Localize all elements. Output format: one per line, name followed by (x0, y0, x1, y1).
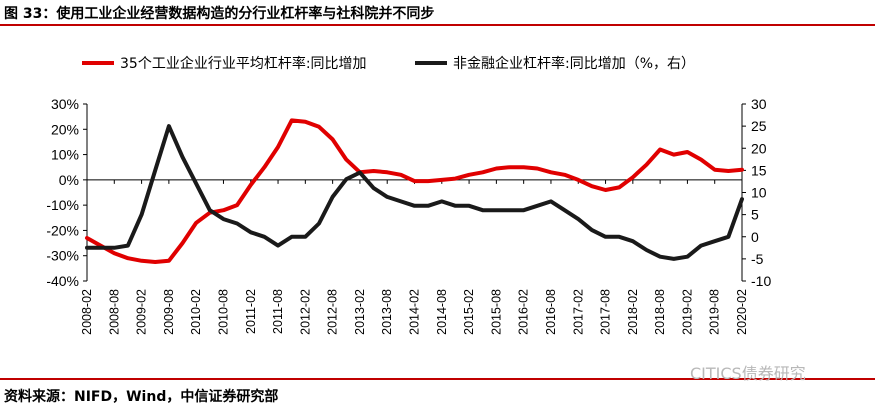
right-tick-label: 30 (751, 96, 767, 112)
x-tick-label: 2008-02 (80, 289, 94, 335)
source-note: 资料来源：NIFD，Wind，中信证券研究部 (4, 389, 279, 405)
x-tick-label: 2015-08 (489, 289, 503, 335)
right-tick-label: 10 (751, 185, 767, 201)
x-tick-label: 2018-02 (626, 289, 640, 335)
right-y-axis: 30 25 20 15 10 5 0 -5 -10 (741, 96, 771, 289)
x-tick-label: 2011-08 (271, 289, 285, 334)
x-tick-label: 2019-02 (680, 289, 694, 335)
x-tick-label: 2019-08 (708, 289, 722, 335)
x-tick-label: 2008-08 (107, 289, 121, 335)
x-tick-label: 2009-02 (135, 289, 149, 335)
left-tick-label: -40% (46, 273, 79, 289)
x-tick-label: 2017-08 (599, 289, 613, 335)
legend-label-2: 非金融企业杠杆率:同比增加（%，右） (453, 55, 695, 72)
x-tick-label: 2013-02 (353, 289, 367, 335)
bottom-rule (0, 378, 875, 380)
x-tick-label: 2016-02 (517, 289, 531, 335)
x-tick-label: 2012-02 (298, 289, 312, 335)
series-line-2 (85, 124, 744, 261)
x-tick-label: 2013-08 (380, 289, 394, 335)
legend-label-1: 35个工业企业行业平均杠杆率:同比增加 (120, 55, 367, 72)
x-tick-label: 2016-08 (544, 289, 558, 335)
left-tick-label: 30% (51, 96, 79, 112)
left-tick-label: 0% (59, 172, 79, 188)
x-tick-label: 2011-02 (244, 289, 258, 334)
x-tick-label: 2020-02 (735, 289, 749, 335)
left-y-axis: 30% 20% 10% 0% -10% -20% -30% -40% (46, 96, 88, 289)
left-tick-label: 20% (51, 121, 79, 137)
top-rule (0, 24, 875, 26)
right-tick-label: 0 (751, 229, 759, 245)
left-tick-label: -10% (46, 197, 79, 213)
x-tick-label: 2017-02 (571, 289, 585, 335)
right-tick-label: -10 (751, 273, 771, 289)
right-tick-label: -5 (751, 251, 764, 267)
x-tick-label: 2015-02 (462, 289, 476, 335)
right-tick-label: 25 (751, 118, 767, 134)
x-tick-label: 2014-02 (408, 289, 422, 335)
chart-title: 图 33：使用工业企业经营数据构造的分行业杠杆率与社科院并不同步 (4, 6, 435, 22)
right-tick-label: 5 (751, 207, 759, 223)
series-line-1 (85, 118, 744, 264)
left-tick-label: -30% (46, 248, 79, 264)
x-tick-label: 2009-08 (162, 289, 176, 335)
legend: 35个工业企业行业平均杠杆率:同比增加 非金融企业杠杆率:同比增加（%，右） (82, 55, 695, 72)
x-axis: 2008-02 2008-08 2009-02 2009-08 2010-02 2010-… (80, 179, 749, 335)
left-tick-label: -20% (46, 222, 79, 238)
right-tick-label: 15 (751, 162, 767, 178)
left-tick-label: 10% (51, 147, 79, 163)
x-tick-label: 2010-08 (216, 289, 230, 335)
watermark: CITICS债券研究 (690, 364, 806, 383)
series-lines (85, 118, 744, 264)
right-tick-label: 20 (751, 140, 767, 156)
x-tick-label: 2018-08 (653, 289, 667, 335)
x-tick-label: 2012-08 (326, 289, 340, 335)
x-tick-label: 2014-08 (435, 289, 449, 335)
x-tick-label: 2010-02 (189, 289, 203, 335)
